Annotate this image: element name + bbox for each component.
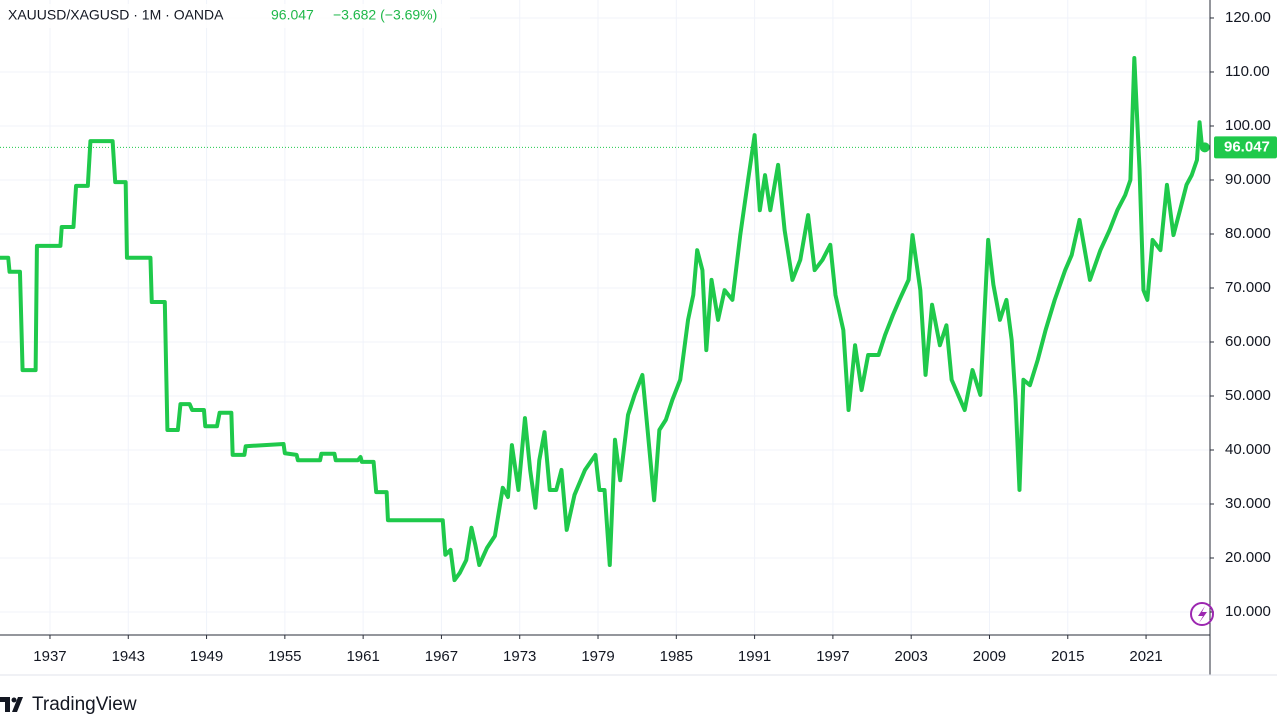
x-tick-label: 1955 xyxy=(268,648,301,665)
logo xyxy=(0,697,23,712)
header-last-price: 96.047 xyxy=(271,7,314,23)
y-tick-label: 110.00 xyxy=(1225,63,1270,80)
grid xyxy=(0,0,1210,635)
y-tick-label: 20.000 xyxy=(1225,549,1271,566)
header-change: −3.682 (−3.69%) xyxy=(333,7,437,23)
y-tick-label: 60.000 xyxy=(1225,333,1271,350)
price-label: 96.047 xyxy=(1224,138,1270,155)
y-tick-label: 40.000 xyxy=(1225,441,1271,458)
x-tick-label: 1943 xyxy=(112,648,145,665)
axes: 120.00 110.00 100.00 90.000 80.000 70.000 60.0… xyxy=(33,9,1277,665)
x-tick-label: 1991 xyxy=(738,648,771,665)
y-tick-label: 30.000 xyxy=(1225,495,1271,512)
price-label-box xyxy=(1214,136,1277,159)
last-point xyxy=(1199,142,1210,153)
plot-area xyxy=(0,55,1210,583)
footer-brand: TradingView xyxy=(32,694,137,715)
lightning-icon xyxy=(1190,602,1214,626)
x-tick-label: 2021 xyxy=(1129,648,1162,665)
y-tick-label: 100.00 xyxy=(1225,117,1271,134)
x-tick-label: 1979 xyxy=(581,648,614,665)
x-tick-label: 1961 xyxy=(346,648,379,665)
x-tick-label: 1967 xyxy=(425,648,458,665)
x-tick-label: 1997 xyxy=(816,648,849,665)
x-tick-label: 1937 xyxy=(33,648,66,665)
x-tick-label: 2009 xyxy=(973,648,1006,665)
y-tick-label: 10.000 xyxy=(1225,603,1271,620)
x-tick-label: 1985 xyxy=(660,648,693,665)
x-tick-label: 2003 xyxy=(894,648,927,665)
x-tick-label: 2015 xyxy=(1051,648,1084,665)
chart-title: XAUUSD/XAGUSD · 1M · OANDA xyxy=(8,7,224,23)
price-line-series xyxy=(0,55,1207,583)
y-tick-label: 80.000 xyxy=(1225,225,1271,242)
y-tick-label: 120.00 xyxy=(1225,9,1271,26)
y-tick-label: 50.000 xyxy=(1225,387,1271,404)
y-tick-label: 90.000 xyxy=(1225,171,1271,188)
header-bg xyxy=(0,4,470,28)
x-tick-label: 1973 xyxy=(503,648,536,665)
y-tick-label: 70.000 xyxy=(1225,279,1271,296)
x-tick-label: 1949 xyxy=(190,648,223,665)
